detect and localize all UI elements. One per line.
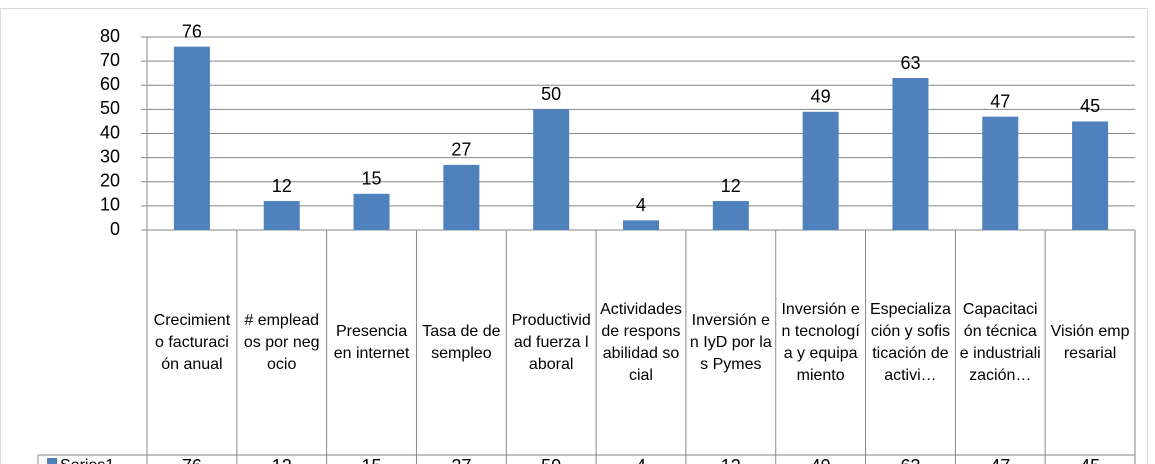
data-label: 27 (451, 140, 471, 160)
table-value: 12 (721, 456, 741, 464)
legend-swatch (47, 458, 57, 464)
data-label: 15 (362, 169, 382, 189)
bar (982, 116, 1019, 230)
data-label: 12 (272, 176, 292, 196)
y-tick-label: 80 (100, 26, 120, 46)
legend-label: Series1 (60, 457, 114, 464)
data-label: 45 (1080, 96, 1100, 116)
y-tick-label: 10 (100, 195, 120, 215)
y-tick-label: 40 (100, 122, 120, 142)
table-value: 15 (362, 456, 382, 464)
x-tick-cell: Productividad fuerza laboral (511, 311, 591, 373)
x-tick-cell: Capacitación técnica e industrialización… (959, 300, 1041, 384)
x-tick-label: Visión empresarial (1050, 322, 1130, 362)
table-value: 45 (1080, 456, 1100, 464)
x-tick-label: Especialización y sofisticación de activ… (869, 300, 951, 384)
x-tick-cell: Especialización y sofisticación de activ… (869, 300, 951, 384)
x-tick-label: Tasa de desempleo (422, 322, 501, 362)
bar (353, 193, 390, 230)
x-tick-label: Inversión en tecnología y equipamiento (781, 300, 860, 384)
x-tick-cell: Crecimiento facturación anual (153, 311, 231, 373)
y-tick-label: 50 (100, 98, 120, 118)
data-label: 49 (811, 87, 831, 107)
table-value: 12 (272, 456, 292, 464)
x-tick-cell: Visión empresarial (1050, 322, 1130, 362)
bar (712, 201, 749, 230)
y-tick-label: 70 (100, 50, 120, 70)
x-tick-label: Actividades de responsabilidad social (600, 300, 682, 384)
x-tick-label: Inversión en IyD por las Pymes (689, 311, 772, 373)
table-value: 27 (451, 456, 471, 464)
bar (173, 46, 210, 231)
bar (892, 78, 929, 230)
x-tick-cell: Tasa de desempleo (422, 322, 501, 362)
x-tick-cell: # empleados por negocio (243, 311, 320, 373)
bar (443, 164, 480, 230)
x-tick-cell: Inversión en IyD por las Pymes (689, 311, 772, 373)
y-tick-label: 30 (100, 146, 120, 166)
data-label: 4 (636, 195, 646, 215)
table-value: 63 (900, 456, 920, 464)
x-tick-label: # empleados por negocio (243, 311, 320, 373)
y-tick-label: 0 (110, 219, 120, 239)
y-tick-label: 20 (100, 171, 120, 191)
bar (1072, 121, 1109, 230)
bar (802, 111, 839, 230)
x-tick-cell: Inversión en tecnología y equipamiento (781, 300, 860, 384)
x-tick-label: Productividad fuerza laboral (511, 311, 591, 373)
y-tick-label: 60 (100, 74, 120, 94)
bar (623, 220, 659, 230)
bar (263, 201, 300, 230)
table-value: 49 (811, 456, 831, 464)
table-value: 47 (990, 456, 1010, 464)
data-label: 47 (990, 91, 1010, 111)
chart-frame (0, 8, 1148, 464)
x-tick-label: Capacitación técnica e industrialización… (959, 300, 1041, 384)
table-value: 50 (541, 456, 561, 464)
table-value: 4 (636, 456, 646, 464)
x-tick-cell: Presencia en internet (333, 322, 410, 362)
data-label: 12 (721, 176, 741, 196)
table-value: 76 (182, 456, 202, 464)
data-label: 63 (900, 53, 920, 73)
x-tick-label: Crecimiento facturación anual (153, 311, 231, 373)
x-tick-cell: Actividades de responsabilidad social (600, 300, 682, 384)
bar (533, 109, 570, 230)
data-label: 76 (182, 21, 202, 41)
x-tick-label: Presencia en internet (333, 322, 410, 362)
data-label: 50 (541, 84, 561, 104)
